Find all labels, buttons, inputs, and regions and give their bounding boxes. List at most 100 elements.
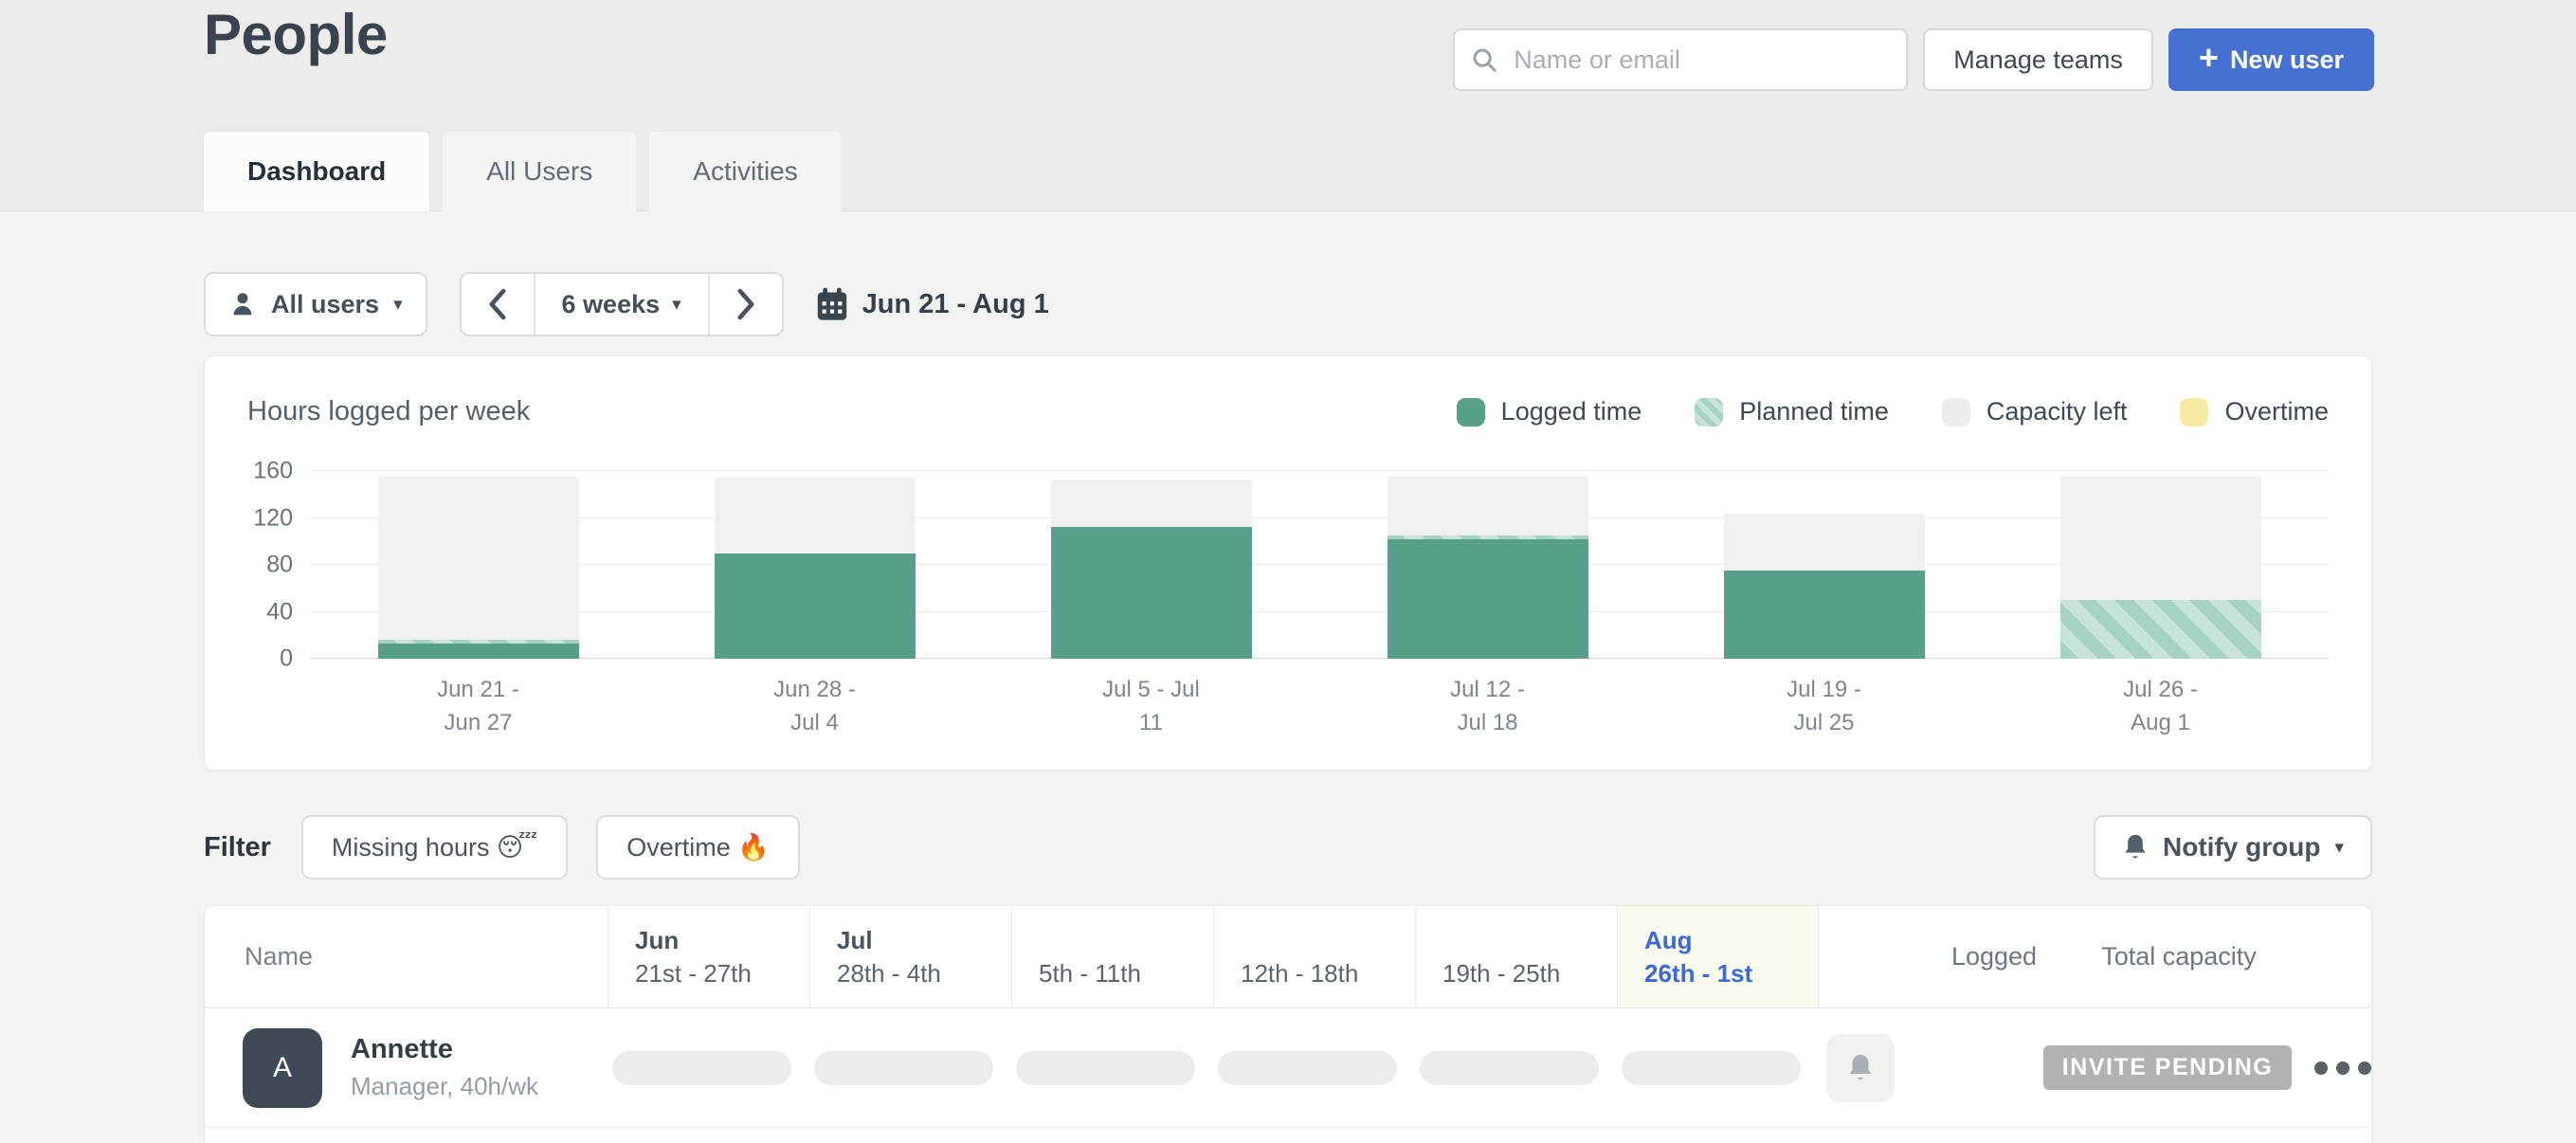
header-controls: Manage teams + New user bbox=[1453, 28, 2374, 91]
date-range-label: Jun 21 - Aug 1 bbox=[862, 288, 1049, 319]
stacked-bar-4 bbox=[1387, 477, 1588, 659]
stacked-bar-1 bbox=[377, 477, 579, 659]
filter-chip-overtime[interactable]: Overtime 🔥 bbox=[596, 815, 800, 880]
search-box[interactable] bbox=[1453, 28, 1909, 91]
bell-icon bbox=[2125, 834, 2146, 859]
calendar-icon bbox=[817, 287, 846, 320]
tab-dashboard[interactable]: Dashboard bbox=[204, 132, 430, 211]
legend-label: Capacity left bbox=[1986, 397, 2128, 426]
planned-time-segment bbox=[2059, 600, 2261, 659]
week-columns-header: Jun 21st - 27th Jul 28th - 4th 5th - 11th 12t… bbox=[608, 906, 1819, 1007]
search-input[interactable] bbox=[1512, 44, 1892, 76]
week-cell-1 bbox=[601, 1050, 803, 1085]
legend-item-planned-time: Planned time bbox=[1695, 397, 1889, 426]
chevron-down-icon: ▾ bbox=[672, 294, 681, 315]
next-row-stub bbox=[205, 1128, 2371, 1143]
chart-plot: 0 40 80 120 160 bbox=[253, 458, 2329, 672]
users-filter-dropdown[interactable]: All users ▾ bbox=[204, 272, 427, 336]
chart-area: 0 40 80 120 160 Jun 21 - Jun 27 Jun 28 - Jul … bbox=[247, 458, 2329, 740]
bell-cell bbox=[1812, 1033, 1910, 1102]
tab-all-users[interactable]: All Users bbox=[443, 132, 637, 211]
next-week-button[interactable] bbox=[710, 274, 782, 335]
main-content: All users ▾ 6 weeks ▾ bbox=[0, 211, 2576, 1143]
capacity-left-segment bbox=[377, 477, 579, 641]
column-header-name: Name bbox=[245, 942, 314, 971]
hours-placeholder-pill bbox=[813, 1050, 993, 1085]
chart-title: Hours logged per week bbox=[247, 396, 531, 426]
gridline-120 bbox=[310, 517, 2329, 518]
date-range: Jun 21 - Aug 1 bbox=[816, 287, 1049, 321]
week-cell-2 bbox=[803, 1050, 1005, 1085]
people-table: Name Jun 21st - 27th Jul 28th - 4th 5th - 11… bbox=[204, 905, 2372, 1143]
capacity-left-segment bbox=[2059, 477, 2261, 601]
hours-placeholder-pill bbox=[1217, 1050, 1397, 1085]
week-column-header-6: Aug 26th - 1st bbox=[1617, 906, 1819, 1007]
logged-swatch-icon bbox=[1456, 397, 1485, 426]
new-user-button[interactable]: + New user bbox=[2168, 28, 2374, 91]
planned-swatch-icon bbox=[1695, 397, 1724, 426]
users-filter-label: All users bbox=[271, 289, 380, 318]
filter-chips: Missing hours 😴 Overtime 🔥 bbox=[300, 815, 828, 880]
notify-user-button[interactable] bbox=[1826, 1033, 1896, 1102]
notify-group-dropdown[interactable]: Notify group ▾ bbox=[2094, 815, 2372, 880]
capacity-left-segment bbox=[1387, 477, 1588, 536]
week-cell-4 bbox=[1206, 1050, 1408, 1085]
y-tick-label: 0 bbox=[280, 644, 293, 672]
gridline-160 bbox=[310, 470, 2329, 471]
y-tick-label: 40 bbox=[266, 598, 293, 625]
logged-time-segment bbox=[714, 553, 916, 659]
x-tick-label: Jun 21 - Jun 27 bbox=[437, 677, 519, 735]
tab-activities[interactable]: Activities bbox=[649, 132, 842, 211]
hours-placeholder-pill bbox=[1419, 1050, 1599, 1085]
invite-pending-badge: INVITE PENDING bbox=[2042, 1045, 2293, 1090]
week-range-label: 21st - 27th bbox=[635, 958, 752, 988]
plus-icon: + bbox=[2198, 38, 2219, 77]
bell-icon bbox=[1850, 1054, 1872, 1080]
legend-item-capacity-left: Capacity left bbox=[1941, 397, 2128, 426]
x-tick-label: Jun 28 - Jul 4 bbox=[773, 677, 856, 735]
hours-placeholder-pill bbox=[611, 1050, 791, 1085]
filter-row: Filter Missing hours 😴 Overtime 🔥 Notify … bbox=[204, 814, 2372, 880]
capacity-swatch-icon bbox=[1941, 397, 1970, 426]
chevron-left-icon bbox=[489, 288, 506, 320]
week-range-label: 12th - 18th bbox=[1241, 958, 1359, 988]
week-month-label bbox=[1039, 924, 1213, 957]
gridline-0 bbox=[310, 658, 2329, 659]
logged-time-segment bbox=[1723, 571, 1925, 659]
filter-chip-missing-hours[interactable]: Missing hours 😴 bbox=[300, 815, 569, 880]
week-month-label: Aug bbox=[1644, 925, 1693, 954]
week-month-label bbox=[1442, 924, 1617, 957]
user-name[interactable]: Annette bbox=[351, 1034, 453, 1064]
legend-item-logged-time: Logged time bbox=[1456, 397, 1642, 426]
capacity-cell: INVITE PENDING bbox=[2042, 1045, 2293, 1090]
legend-item-overtime: Overtime bbox=[2180, 397, 2329, 426]
capacity-left-segment bbox=[714, 478, 916, 553]
prev-week-button[interactable] bbox=[462, 274, 534, 335]
bar-slot-1 bbox=[310, 471, 646, 659]
header-band: People Manage teams + New user Dashboard… bbox=[0, 0, 2576, 211]
stacked-bar-2 bbox=[714, 478, 916, 659]
column-header-bell-spacer bbox=[1819, 906, 1918, 1007]
menu-cell bbox=[2277, 1061, 2371, 1075]
page-title: People bbox=[204, 3, 388, 66]
range-length-dropdown[interactable]: 6 weeks ▾ bbox=[533, 274, 710, 335]
capacity-left-segment bbox=[1723, 513, 1925, 572]
x-tick-label: Jul 26 - Aug 1 bbox=[2123, 677, 2198, 735]
row-menu-button[interactable] bbox=[2314, 1061, 2371, 1075]
x-tick-label: Jul 5 - Jul 11 bbox=[1102, 677, 1200, 735]
logged-time-segment bbox=[1387, 538, 1588, 659]
bar-slot-4 bbox=[1319, 471, 1656, 659]
search-icon bbox=[1473, 48, 1497, 72]
manage-teams-button[interactable]: Manage teams bbox=[1923, 28, 2153, 91]
week-range-label: 26th - 1st bbox=[1644, 958, 1753, 988]
stacked-bar-6 bbox=[2059, 477, 2261, 659]
stacked-bar-5 bbox=[1723, 513, 1925, 659]
week-cell-6 bbox=[1610, 1050, 1812, 1085]
toolbar: All users ▾ 6 weeks ▾ bbox=[204, 272, 2372, 336]
y-tick-label: 120 bbox=[253, 504, 293, 531]
legend-label: Overtime bbox=[2224, 397, 2329, 426]
avatar: A bbox=[243, 1027, 322, 1108]
gridline-40 bbox=[310, 610, 2329, 612]
y-tick-label: 160 bbox=[253, 457, 293, 484]
person-icon bbox=[233, 293, 252, 316]
